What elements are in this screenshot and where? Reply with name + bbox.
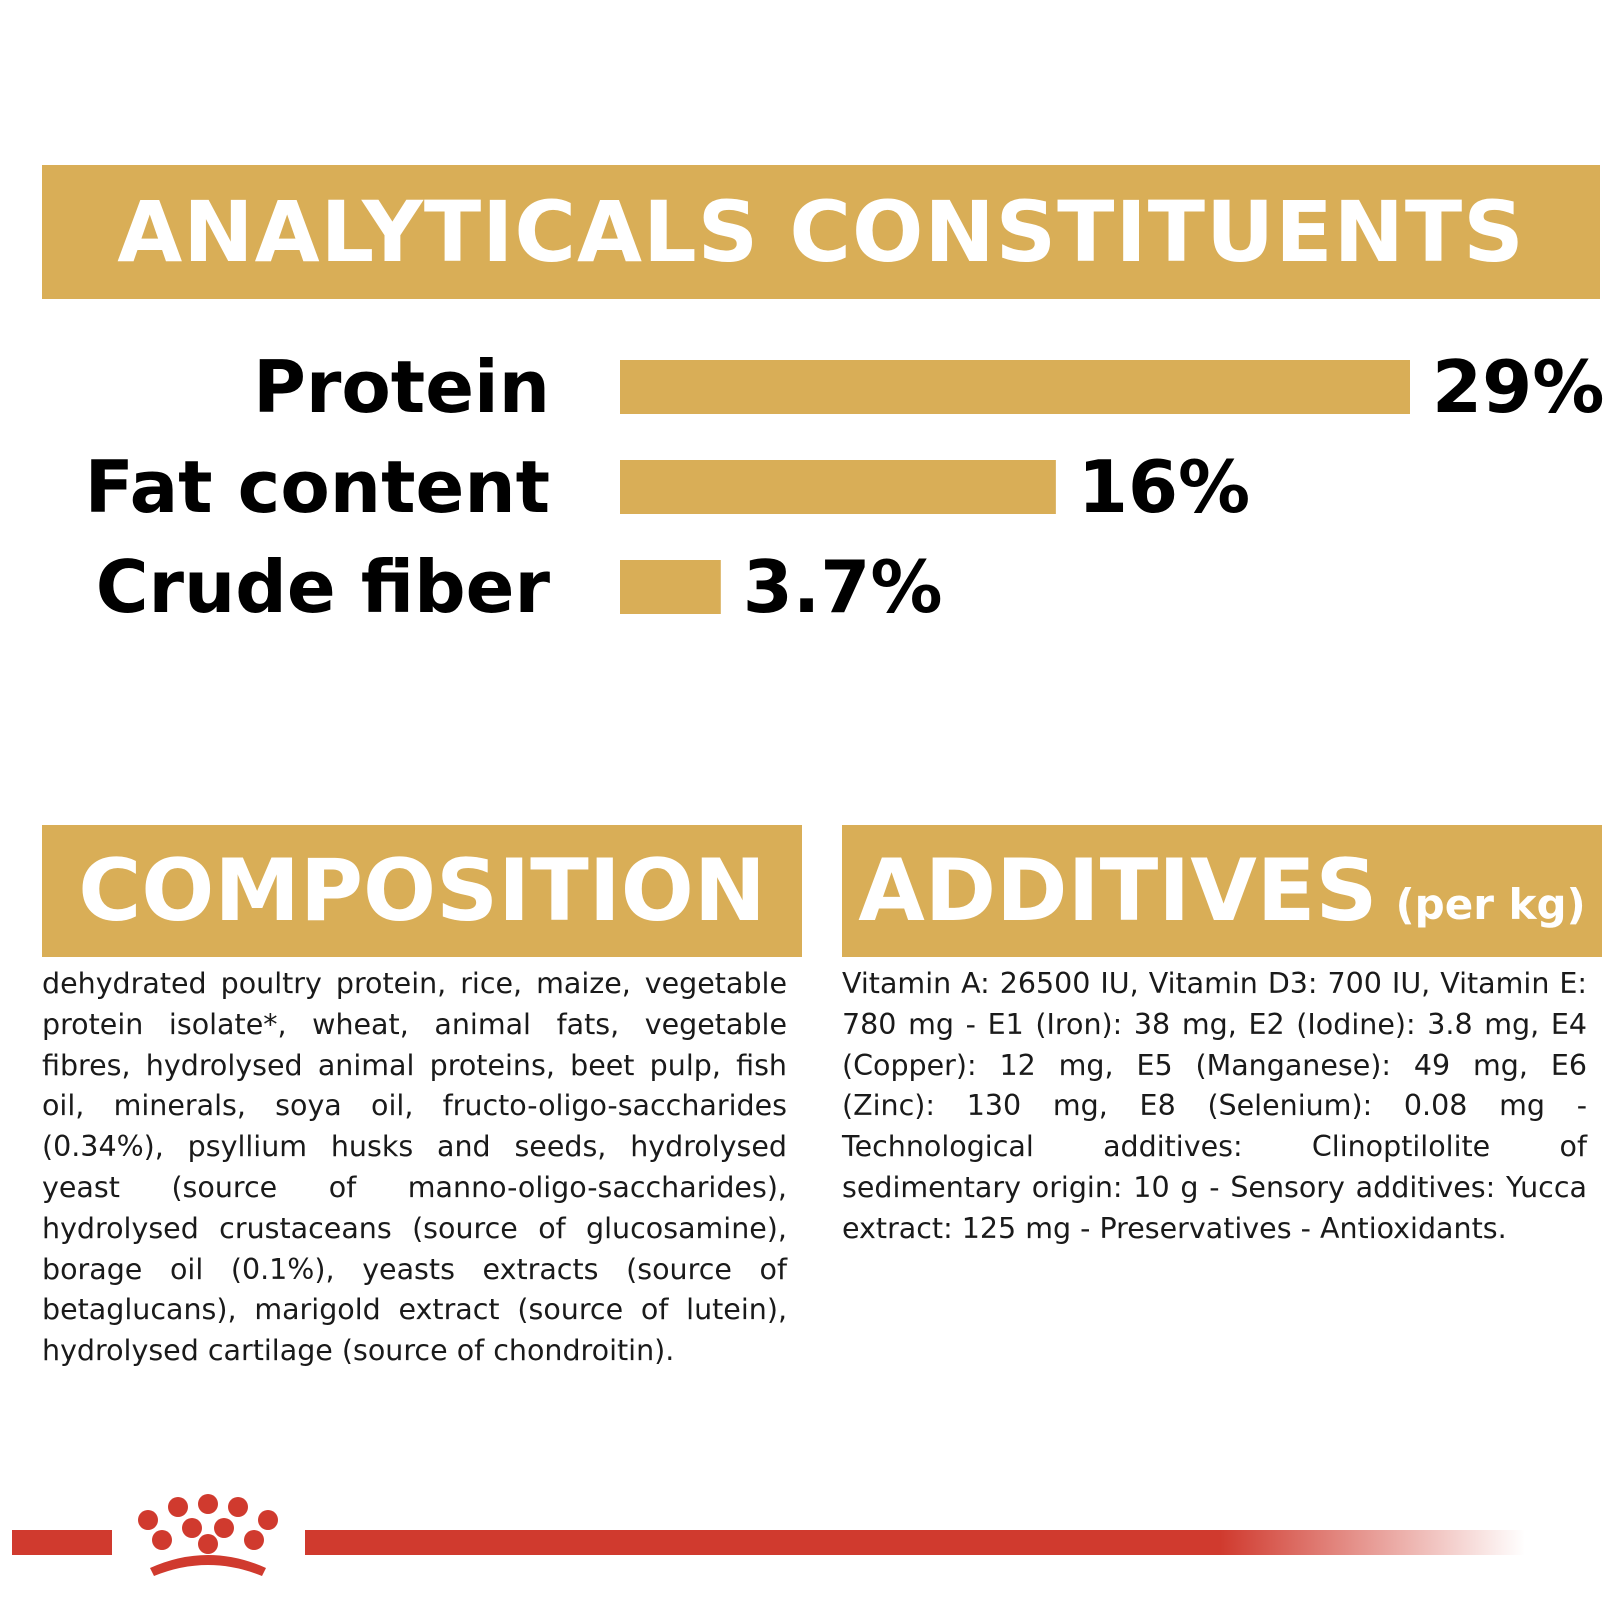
bar (620, 560, 721, 614)
bar (620, 460, 1056, 514)
analyticals-heading-banner: ANALYTICALS CONSTITUENTS (42, 165, 1600, 299)
additives-heading: ADDITIVES (858, 841, 1378, 941)
analyticals-heading: ANALYTICALS CONSTITUENTS (117, 183, 1525, 281)
crown-logo (138, 1494, 278, 1576)
bar (620, 360, 1410, 414)
brand-footer (12, 1494, 1525, 1576)
bar-label: Fat content (85, 445, 550, 529)
bar-value-label: 16% (1078, 445, 1250, 529)
composition-text: dehydrated poultry protein, rice, maize,… (42, 967, 787, 1368)
bar-value-label: 3.7% (743, 545, 943, 629)
bar-label: Protein (253, 345, 550, 429)
bar-value-label: 29% (1432, 345, 1604, 429)
additives-unit: (per kg) (1395, 879, 1586, 929)
additives-text: Vitamin A: 26500 IU, Vitamin D3: 700 IU,… (842, 967, 1587, 1245)
additives-heading-banner: ADDITIVES (per kg) (842, 825, 1602, 957)
composition-heading: COMPOSITION (78, 841, 766, 941)
bar-label: Crude fiber (96, 545, 551, 629)
footer-stripe-right (305, 1530, 1525, 1555)
composition-heading-banner: COMPOSITION (42, 825, 802, 957)
footer-stripe-left (12, 1530, 112, 1555)
analyticals-bar-chart: Protein 29% Fat content 16% Crude fiber 3.7% (85, 345, 1605, 629)
